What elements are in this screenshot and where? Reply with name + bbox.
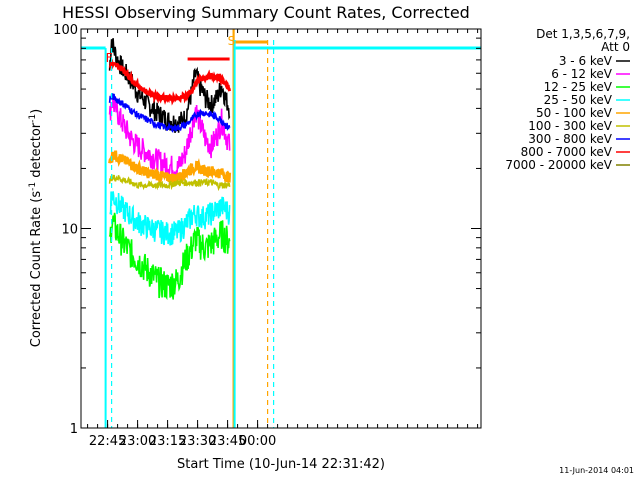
y-tick-label-1: 10 (61, 223, 78, 238)
series-line-7 (108, 58, 232, 106)
series-line-3 (109, 191, 231, 246)
x-axis-label: Start Time (10-Jun-14 22:31:42) (177, 457, 385, 472)
x-tick-label-4: 23:45 (209, 434, 246, 449)
annotation-f: F (106, 51, 113, 65)
x-tick-label-1: 23:00 (119, 434, 156, 449)
series-line-2 (108, 212, 231, 301)
y-tick-label-2: 100 (53, 23, 78, 38)
y-tick-label-0: 1 (70, 422, 78, 437)
series-line-6 (108, 93, 231, 133)
annotation-s: S (228, 34, 236, 48)
series-line-0 (108, 38, 231, 133)
y-axis-label-mid: detector (29, 122, 44, 182)
overlay-layer: FS (81, 29, 481, 428)
series-line-1 (108, 96, 231, 179)
series-line-5 (108, 174, 231, 192)
x-tick-label-3: 23:30 (179, 434, 216, 449)
y-axis-label-main: Corrected Count Rate (s (29, 191, 44, 348)
chart-title: HESSI Observing Summary Count Rates, Cor… (62, 3, 470, 22)
legend-label-1: 6 - 12 keV (551, 67, 613, 81)
x-tick-label-0: 22:45 (89, 434, 126, 449)
footer-timestamp: 11-Jun-2014 04:01 (559, 466, 634, 475)
legend-label-0: 3 - 6 keV (559, 54, 613, 68)
legend-label-7: 800 - 7000 keV (521, 145, 613, 159)
series-layer (108, 38, 232, 301)
y-axis-label-sup2: -1 (28, 114, 38, 123)
x-tick-label-2: 23:15 (149, 434, 186, 449)
legend-label-2: 12 - 25 keV (544, 80, 613, 94)
y-axis-label-end: ) (29, 109, 44, 114)
series-line-4 (108, 150, 232, 186)
legend-label-8: 7000 - 20000 keV (505, 158, 612, 172)
y-axis-label-sup1: -1 (28, 182, 38, 191)
legend-label-6: 300 - 800 keV (528, 132, 612, 146)
x-tick-label-5: 00:00 (239, 434, 276, 449)
legend-label-3: 25 - 50 keV (544, 93, 613, 107)
y-axis-label: Corrected Count Rate (s-1 detector-1) (28, 109, 44, 347)
legend-header-line2: Att 0 (601, 40, 630, 54)
legend-label-4: 50 - 100 keV (536, 106, 613, 120)
y-ticks: 1 10 100 (53, 23, 481, 437)
legend-header-line1: Det 1,3,5,6,7,9, (536, 27, 630, 41)
legend-label-5: 100 - 300 keV (528, 119, 612, 133)
